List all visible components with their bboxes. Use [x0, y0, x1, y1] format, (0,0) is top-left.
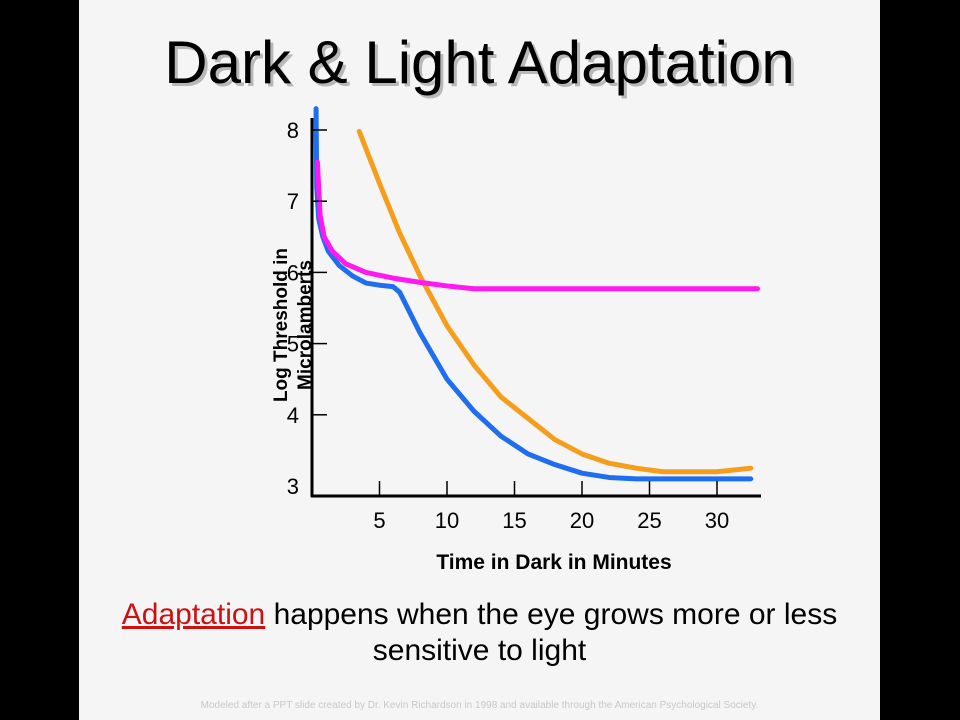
footer-credit: Modeled after a PPT slide created by Dr.…: [200, 700, 759, 711]
caption-highlight-link[interactable]: Adaptation: [121, 598, 266, 631]
series-line-1: [356, 128, 754, 475]
x-tick-label: 25: [637, 508, 661, 533]
x-ticks: 5 10 15 20 25 30: [373, 481, 729, 533]
x-axis-label: Time in Dark in Minutes: [436, 551, 672, 574]
caption-text: happens when the eye grows more or less …: [265, 598, 838, 667]
x-tick-label: 15: [502, 508, 526, 533]
series-line-2: [313, 106, 754, 482]
chart: 3 4 5 6 7 8 5 10 15 20 25 30: [287, 106, 761, 533]
y-ticks: 3 4 5 6 7 8: [287, 118, 327, 499]
y-tick-label: 8: [287, 118, 299, 143]
x-tick-label: 30: [705, 508, 729, 533]
x-tick-label: 10: [435, 508, 459, 533]
y-tick-label: 6: [287, 260, 299, 285]
y-tick-label: 5: [287, 332, 299, 357]
y-axis-label-line-2: Microlamberts: [295, 260, 316, 390]
caption: Adaptation happens when the eye grows mo…: [79, 597, 880, 669]
slide-title: Dark & Light Adaptation: [164, 29, 795, 96]
y-tick-label: 7: [287, 189, 299, 214]
series-layer: [313, 106, 760, 482]
y-axis-label-line-1: Log Threshold in: [271, 247, 292, 403]
x-tick-label: 5: [373, 508, 385, 533]
series-line-3: [314, 159, 760, 292]
x-tick-label: 20: [570, 508, 594, 533]
y-tick-label: 3: [287, 474, 299, 499]
slide: Dark & Light Adaptation 3 4 5 6 7 8 5 10 15 20 25…: [79, 0, 880, 720]
y-tick-label: 4: [287, 403, 299, 428]
